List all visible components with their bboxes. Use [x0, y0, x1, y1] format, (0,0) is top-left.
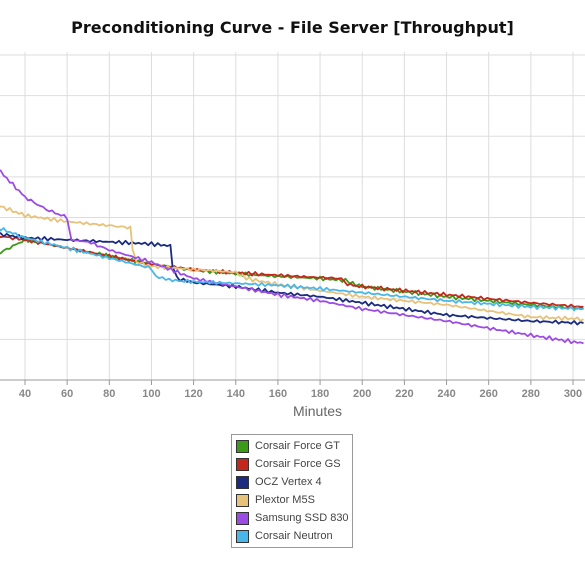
legend-label: Plextor M5S — [255, 494, 315, 506]
legend-swatch — [236, 511, 249, 525]
legend-swatch — [236, 457, 249, 471]
legend-swatch — [236, 529, 249, 543]
legend-item-corsair-neutron[interactable]: Corsair Neutron — [232, 527, 352, 545]
series-lines — [0, 169, 584, 345]
x-tick-label-180: 180 — [311, 388, 329, 400]
x-tick-label-120: 120 — [184, 388, 202, 400]
x-tick-label-140: 140 — [227, 388, 245, 400]
x-tick-label-240: 240 — [437, 388, 455, 400]
x-axis-label: Minutes — [292, 403, 343, 419]
legend-label: OCZ Vertex 4 — [255, 476, 322, 488]
x-tick-label-280: 280 — [522, 388, 540, 400]
legend: Corsair Force GT Corsair Force GS OCZ Vert… — [231, 434, 353, 548]
x-tick-label-80: 80 — [103, 388, 115, 400]
series-line-ocz-vertex-4 — [0, 232, 584, 326]
x-tick-label-40: 40 — [19, 388, 31, 400]
legend-item-ocz-vertex-4[interactable]: OCZ Vertex 4 — [232, 473, 352, 491]
legend-item-samsung-ssd-830[interactable]: Samsung SSD 830 — [232, 509, 352, 527]
x-tick-label-220: 220 — [395, 388, 413, 400]
legend-label: Corsair Force GT — [255, 440, 340, 452]
series-line-corsair-neutron — [0, 227, 584, 312]
x-axis: 40 60 80 100 120 140 160 180 200 220 240 260 280 300 — [0, 379, 585, 400]
legend-label: Corsair Force GS — [255, 458, 341, 470]
x-tick-label-60: 60 — [61, 388, 73, 400]
x-tick-label-260: 260 — [480, 388, 498, 400]
x-tick-label-160: 160 — [269, 388, 287, 400]
legend-swatch — [236, 439, 249, 453]
legend-item-corsair-force-gs[interactable]: Corsair Force GS — [232, 455, 352, 473]
x-tick-label-100: 100 — [142, 388, 160, 400]
legend-label: Corsair Neutron — [255, 530, 333, 542]
x-tick-label-300: 300 — [564, 388, 582, 400]
legend-item-corsair-force-gt[interactable]: Corsair Force GT — [232, 437, 352, 455]
legend-item-plextor-m5s[interactable]: Plextor M5S — [232, 491, 352, 509]
chart-title: Preconditioning Curve - File Server [Thr… — [71, 18, 514, 37]
legend-label: Samsung SSD 830 — [255, 512, 349, 524]
legend-swatch — [236, 493, 249, 507]
x-tick-label-200: 200 — [353, 388, 371, 400]
series-line-samsung-ssd-830 — [0, 169, 584, 345]
legend-swatch — [236, 475, 249, 489]
series-line-corsair-force-gs — [0, 235, 584, 308]
